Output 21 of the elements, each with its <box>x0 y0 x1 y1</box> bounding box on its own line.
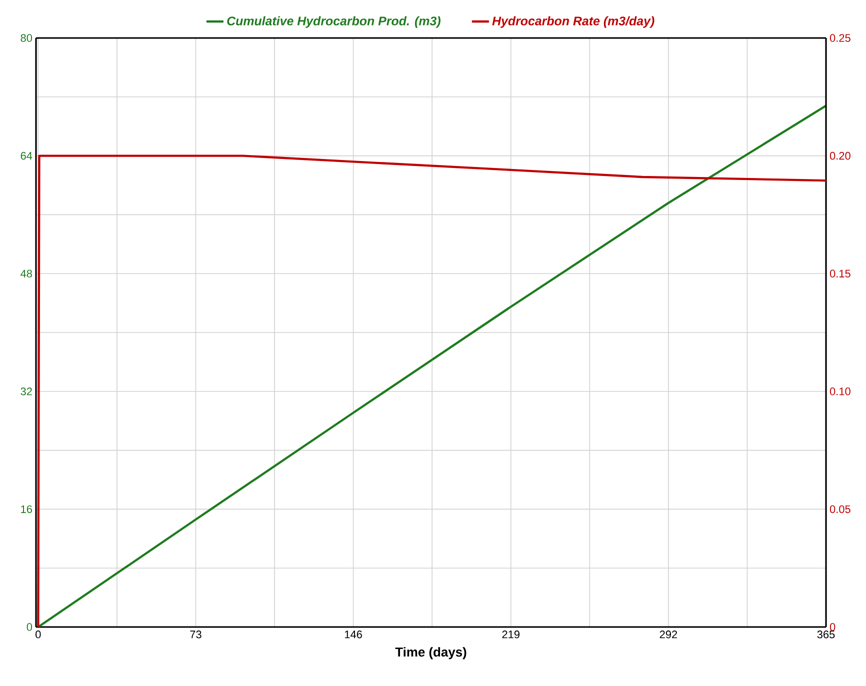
y2-tick-label: 0 <box>830 623 836 631</box>
y-tick-label: 16 <box>21 505 32 514</box>
y-tick-label: 64 <box>20 152 32 160</box>
x-tick-label: 0 <box>36 630 41 638</box>
x-tick-label: 146 <box>344 630 362 638</box>
y2-tick-label: 0.25 <box>830 34 850 42</box>
x-tick-label: 365 <box>817 630 835 638</box>
y2-tick-label: 0.05 <box>830 505 850 514</box>
x-tick-label: 219 <box>502 630 520 638</box>
x-axis-title: Time (days) <box>395 647 466 660</box>
y2-tick-label: 0.15 <box>830 270 850 278</box>
y-tick-label: 32 <box>20 388 32 396</box>
x-tick-label: 73 <box>190 630 202 638</box>
legend-label: Cumulative Hydrocarbon Prod. (m3) <box>227 16 440 28</box>
y2-tick-label: 0.10 <box>830 388 850 396</box>
x-tick-label: 292 <box>660 630 678 638</box>
y-tick-label: 48 <box>20 270 32 278</box>
y-tick-label: 80 <box>20 34 32 42</box>
legend-label: Hydrocarbon Rate (m3/day) <box>492 16 654 28</box>
y-tick-label: 0 <box>26 623 32 631</box>
y2-tick-label: 0.20 <box>830 152 850 160</box>
